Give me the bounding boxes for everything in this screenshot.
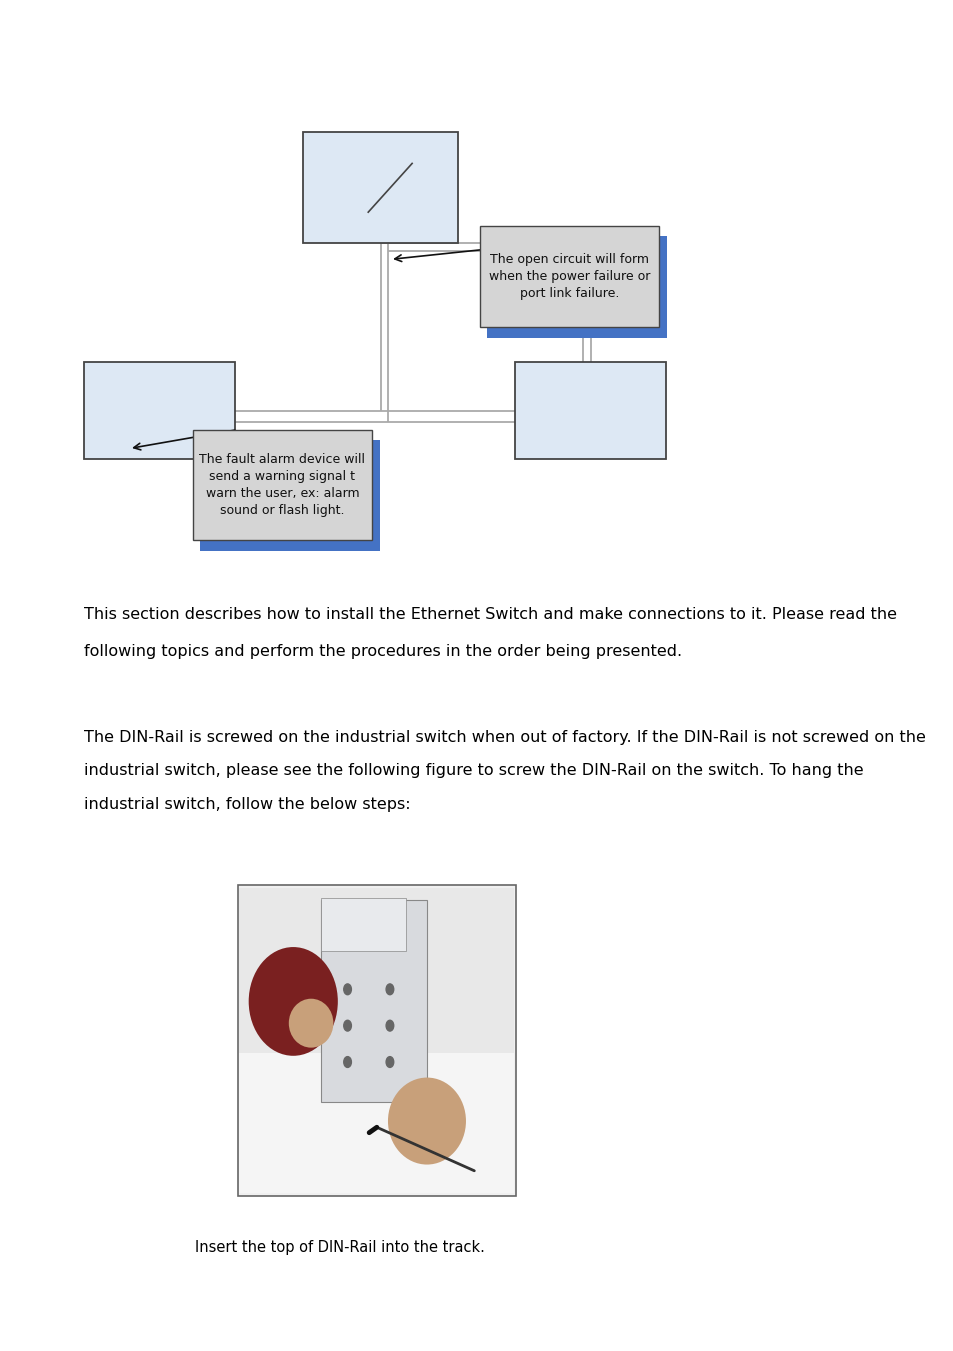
Text: Insert the top of DIN-Rail into the track.: Insert the top of DIN-Rail into the trac… (194, 1240, 484, 1255)
Text: following topics and perform the procedures in the order being presented.: following topics and perform the procedu… (84, 644, 681, 659)
Ellipse shape (289, 998, 333, 1047)
Ellipse shape (249, 947, 337, 1056)
Ellipse shape (388, 1078, 465, 1165)
Text: The fault alarm device will
send a warning signal t
warn the user, ex: alarm
sou: The fault alarm device will send a warni… (199, 453, 365, 517)
Text: The open circuit will form
when the power failure or
port link failure.: The open circuit will form when the powe… (488, 253, 650, 300)
Circle shape (386, 1056, 394, 1067)
Bar (479, 226, 659, 327)
Circle shape (343, 1056, 351, 1067)
Bar (237, 885, 516, 1196)
Circle shape (343, 984, 351, 994)
Circle shape (386, 984, 394, 994)
Bar (487, 236, 666, 338)
Bar (84, 362, 234, 459)
Text: industrial switch, please see the following figure to screw the DIN-Rail on the : industrial switch, please see the follow… (84, 763, 862, 778)
Bar (239, 1054, 514, 1193)
Text: industrial switch, follow the below steps:: industrial switch, follow the below step… (84, 797, 410, 812)
Circle shape (343, 1020, 351, 1031)
Bar (200, 440, 379, 551)
Bar (239, 888, 514, 1193)
Bar (321, 900, 427, 1102)
Bar (193, 430, 372, 540)
Circle shape (386, 1020, 394, 1031)
Bar (515, 362, 665, 459)
Text: The DIN-Rail is screwed on the industrial switch when out of factory. If the DIN: The DIN-Rail is screwed on the industria… (84, 730, 924, 744)
Bar (303, 132, 457, 243)
Bar (321, 898, 405, 951)
Text: This section describes how to install the Ethernet Switch and make connections t: This section describes how to install th… (84, 607, 896, 621)
